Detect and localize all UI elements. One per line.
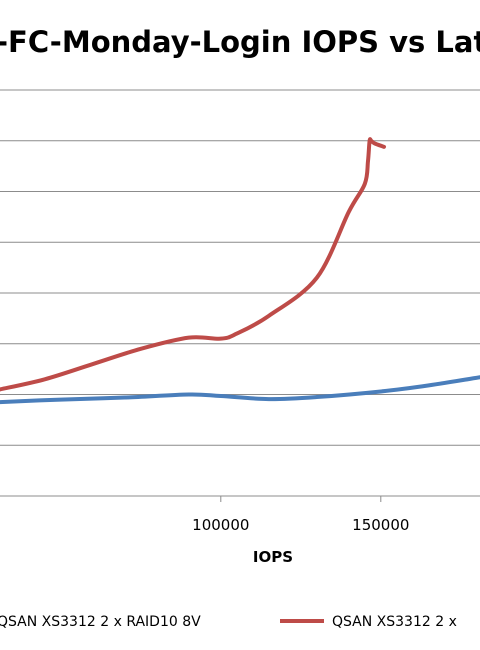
grid (0, 89, 480, 446)
series-line-0 (0, 375, 480, 405)
x-axis-title: IOPS (253, 548, 293, 566)
series (0, 137, 480, 405)
chart-title: -FC-Monday-Login IOPS vs Late (0, 25, 480, 59)
legend-label-series-0: QSAN XS3312 2 x RAID10 8V (0, 614, 201, 630)
series-line-1 (0, 137, 386, 392)
x-axis-ticks: 100000 150000 (192, 496, 409, 534)
x-tick-label: 150000 (352, 516, 409, 534)
x-tick-label: 100000 (192, 516, 249, 534)
legend-label-series-1: QSAN XS3312 2 x (332, 614, 457, 630)
legend: QSAN XS3312 2 x RAID10 8V QSAN XS3312 2 … (0, 614, 457, 630)
